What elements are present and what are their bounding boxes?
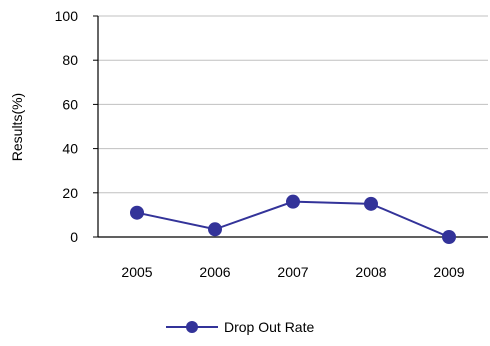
y-tick-label: 20 — [62, 185, 78, 201]
y-tick-label: 0 — [70, 229, 78, 245]
x-tick-label: 2008 — [355, 264, 386, 280]
data-point — [286, 194, 300, 209]
x-tick-label: 2005 — [121, 264, 152, 280]
legend: Drop Out Rate — [166, 319, 314, 335]
data-point — [208, 222, 222, 237]
legend-series-label: Drop Out Rate — [224, 319, 314, 335]
data-point — [130, 205, 144, 220]
legend-marker-swatch — [186, 321, 198, 333]
x-tick-labels: 2005 2006 2007 2008 2009 — [121, 264, 464, 280]
series-layer — [130, 194, 456, 244]
y-tick-label: 40 — [62, 141, 78, 157]
gridlines — [98, 15, 488, 194]
x-tick-label: 2006 — [199, 264, 230, 280]
axes — [93, 15, 488, 238]
y-tick-labels: 0 20 40 60 80 100 — [55, 8, 79, 245]
y-tick-label: 60 — [62, 96, 78, 112]
x-tick-label: 2007 — [277, 264, 308, 280]
y-tick-label: 100 — [55, 8, 79, 24]
data-point — [442, 230, 456, 244]
x-tick-label: 2009 — [433, 264, 464, 280]
y-tick-label: 80 — [62, 52, 78, 68]
y-axis-label: Results(%) — [9, 93, 25, 161]
data-point — [364, 196, 378, 211]
